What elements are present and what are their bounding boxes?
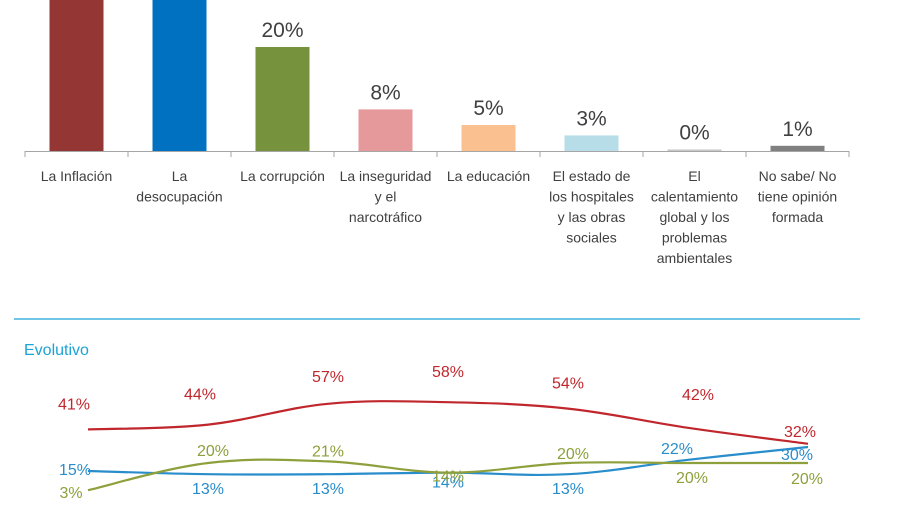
evolutivo-title: Evolutivo — [24, 342, 89, 359]
category-label-4: La inseguridad — [340, 168, 432, 184]
series-3-point-label-4: 14% — [432, 469, 464, 486]
category-label-6: sociales — [566, 230, 617, 246]
category-label-3: La corrupción — [240, 168, 325, 184]
bar-value-label-4: 8% — [370, 81, 400, 104]
bar-6 — [564, 135, 619, 151]
bar-2 — [152, 0, 207, 151]
series-2-point-label-4: 14% — [432, 475, 464, 492]
bar-value-label-8: 1% — [782, 118, 812, 141]
bar-chart: La Inflación La desocupación 20% La corrupci… — [24, 0, 850, 266]
category-label-8: formada — [772, 209, 824, 225]
category-label-1: La Inflación — [41, 168, 113, 184]
series-2-point-label-6: 22% — [661, 441, 693, 458]
category-label-4: y el — [375, 189, 397, 205]
series-1-point-label-3: 57% — [312, 369, 344, 386]
category-label-7: calentamiento — [651, 189, 738, 205]
series-3-point-label-6: 20% — [676, 470, 708, 487]
series-3-point-label-5: 20% — [557, 446, 589, 463]
series-2-point-label-1: 15% — [59, 462, 91, 479]
category-label-7: problemas — [662, 230, 727, 246]
category-label-2: desocupación — [136, 189, 222, 205]
series-1-point-label-1: 41% — [58, 396, 90, 413]
bar-value-label-6: 3% — [576, 107, 606, 130]
series-1-point-label-4: 58% — [432, 364, 464, 381]
bar-1 — [49, 0, 104, 151]
bar-3 — [255, 47, 310, 151]
series-1-point-label-2: 44% — [184, 387, 216, 404]
bar-value-label-7: 0% — [679, 122, 709, 145]
category-label-8: tiene opinión — [758, 189, 837, 205]
series-2-point-label-2: 13% — [192, 481, 224, 498]
series-3-point-label-7: 20% — [791, 471, 823, 488]
series-1-point-label-5: 54% — [552, 376, 584, 393]
category-label-7: global y los — [659, 209, 729, 225]
category-label-6: y las obras — [558, 209, 626, 225]
category-label-2: La — [172, 168, 188, 184]
series-1-point-label-6: 42% — [682, 387, 714, 404]
line-chart: Evolutivo 41% 44% 57% 58% 54% 42% 32% 15% 13% 13%… — [24, 342, 823, 502]
bar-value-label-3: 20% — [261, 19, 303, 42]
bar-4 — [358, 109, 413, 151]
category-label-6: El estado de — [553, 168, 631, 184]
category-label-6: los hospitales — [549, 189, 634, 205]
series-2-point-label-3: 13% — [312, 481, 344, 498]
bar-value-label-5: 5% — [473, 97, 503, 120]
series-1-point-label-7: 32% — [784, 424, 816, 441]
category-label-7: ambientales — [657, 250, 733, 266]
series-3-point-label-3: 21% — [312, 443, 344, 460]
bar-8 — [770, 145, 825, 151]
bar-5 — [461, 125, 516, 151]
bar-7 — [667, 149, 722, 151]
series-2-point-label-5: 13% — [552, 481, 584, 498]
series-3-point-label-1: 3% — [59, 485, 82, 502]
category-label-7: El — [688, 168, 700, 184]
series-line-3 — [87, 458, 808, 492]
series-2-point-label-7: 30% — [781, 447, 813, 464]
category-label-4: narcotráfico — [349, 209, 422, 225]
category-label-8: No sabe/ No — [759, 168, 837, 184]
series-line-1 — [87, 400, 809, 445]
series-3-point-label-2: 20% — [197, 443, 229, 460]
category-label-5: La educación — [447, 168, 530, 184]
